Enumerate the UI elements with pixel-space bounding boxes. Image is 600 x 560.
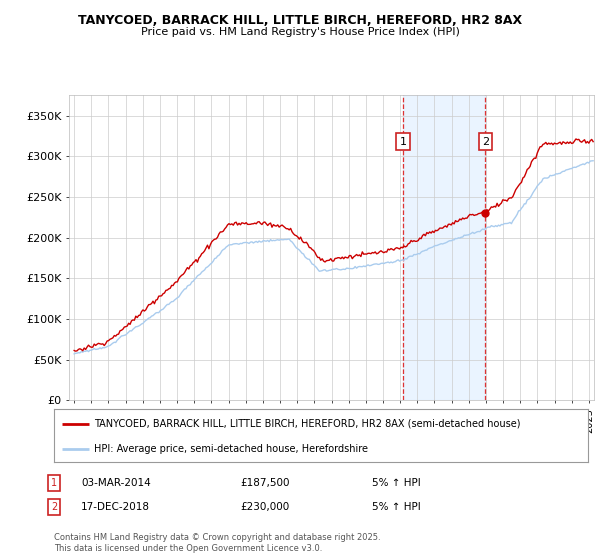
- Text: £187,500: £187,500: [240, 478, 290, 488]
- Bar: [403, 95, 485, 400]
- Text: Price paid vs. HM Land Registry's House Price Index (HPI): Price paid vs. HM Land Registry's House …: [140, 27, 460, 37]
- Text: 5% ↑ HPI: 5% ↑ HPI: [372, 478, 421, 488]
- Text: 2: 2: [482, 137, 489, 147]
- Text: TANYCOED, BARRACK HILL, LITTLE BIRCH, HEREFORD, HR2 8AX: TANYCOED, BARRACK HILL, LITTLE BIRCH, HE…: [78, 14, 522, 27]
- Text: TANYCOED, BARRACK HILL, LITTLE BIRCH, HEREFORD, HR2 8AX (semi-detached house): TANYCOED, BARRACK HILL, LITTLE BIRCH, HE…: [94, 419, 521, 429]
- Text: 1: 1: [400, 137, 407, 147]
- Text: 17-DEC-2018: 17-DEC-2018: [81, 502, 150, 512]
- Text: 1: 1: [51, 478, 57, 488]
- Text: £230,000: £230,000: [240, 502, 289, 512]
- Text: 03-MAR-2014: 03-MAR-2014: [81, 478, 151, 488]
- Text: Contains HM Land Registry data © Crown copyright and database right 2025.
This d: Contains HM Land Registry data © Crown c…: [54, 533, 380, 553]
- Text: 5% ↑ HPI: 5% ↑ HPI: [372, 502, 421, 512]
- Text: HPI: Average price, semi-detached house, Herefordshire: HPI: Average price, semi-detached house,…: [94, 444, 368, 454]
- Text: 2: 2: [51, 502, 57, 512]
